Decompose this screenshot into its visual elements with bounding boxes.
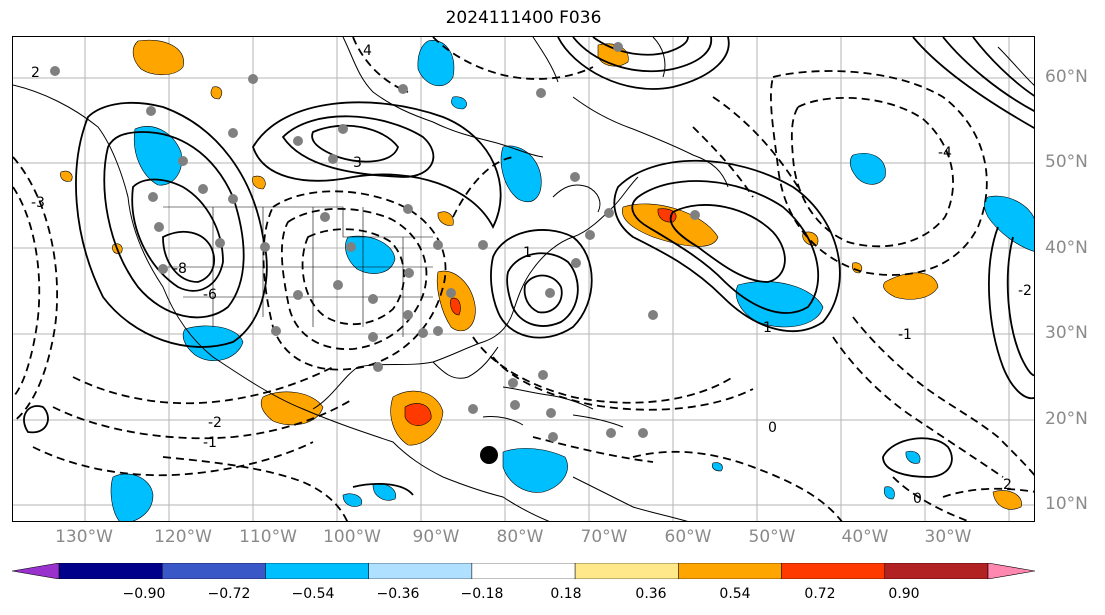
map-title: 2024111400 F036: [445, 8, 602, 28]
colorbar-tick: 0.36: [635, 586, 667, 602]
colorbar-segment: [471, 563, 576, 579]
lon-label: 30°W: [924, 527, 972, 547]
contour-label: 0: [768, 420, 777, 436]
lon-label: 70°W: [580, 527, 628, 547]
map-panel: 4 3 2 1 0 -1 -2 -3 -4 -6 -8 2 1 0 -1 -2: [12, 36, 1035, 522]
lon-label: 130°W: [55, 527, 113, 547]
colorbar-segment: [678, 563, 782, 579]
solid-contours: [23, 37, 1034, 496]
contour-label: -2: [1018, 283, 1032, 299]
contour-label: 2: [31, 65, 40, 81]
lon-label: 90°W: [412, 527, 460, 547]
lat-label: 20°N: [1045, 409, 1088, 429]
contour-label: -6: [203, 287, 217, 303]
contour-label: -2: [208, 415, 222, 431]
contour-label: 2: [1003, 477, 1012, 493]
contour-label: -1: [203, 435, 217, 451]
colorbar-segment: [265, 563, 369, 579]
colorbar-segment: [161, 563, 266, 579]
location-marker[interactable]: [480, 446, 498, 464]
lon-label: 80°W: [496, 527, 544, 547]
contour-label: 1: [763, 320, 772, 336]
colorbar-tick: 0.54: [719, 586, 751, 602]
colorbar-tick: 0.18: [550, 586, 582, 602]
contour-label: -1: [898, 327, 912, 343]
lon-label: 110°W: [239, 527, 297, 547]
contour-label: 0: [913, 491, 922, 507]
colorbar-extend-left: [12, 563, 60, 579]
lat-label: 30°N: [1045, 323, 1088, 343]
lat-label: 10°N: [1045, 494, 1088, 514]
lon-label: 60°W: [664, 527, 712, 547]
dashed-contours: [13, 37, 1034, 521]
lat-label: 40°N: [1045, 238, 1088, 258]
station-dots: [50, 42, 700, 442]
contour-label: -4: [938, 145, 952, 161]
contour-label: -8: [173, 261, 187, 277]
map-canvas: 4 3 2 1 0 -1 -2 -3 -4 -6 -8 2 1 0 -1 -2: [13, 37, 1034, 521]
colorbar-tick: 0.90: [888, 586, 920, 602]
contour-label: 1: [523, 245, 532, 261]
colorbar-tick: −0.90: [122, 586, 166, 602]
colorbar-segment: [884, 563, 989, 579]
colorbar-tick: 0.72: [804, 586, 836, 602]
colorbar-tick: −0.54: [291, 586, 335, 602]
shaded-positive: [60, 39, 1022, 510]
contour-label: -3: [31, 195, 45, 211]
colorbar-tick: −0.18: [460, 586, 504, 602]
contour-label: 4: [363, 43, 372, 59]
colorbar-segment: [574, 563, 679, 579]
colorbar-segment: [368, 563, 473, 579]
colorbar-segment: [58, 563, 163, 579]
lat-label: 50°N: [1045, 152, 1088, 172]
colorbar-tick: −0.36: [376, 586, 420, 602]
lon-label: 100°W: [323, 527, 381, 547]
colorbar-tick: −0.72: [207, 586, 251, 602]
lat-label: 60°N: [1045, 67, 1088, 87]
colorbar: [12, 563, 1035, 579]
contour-label: 3: [353, 155, 362, 171]
lon-label: 40°W: [841, 527, 889, 547]
lon-label: 50°W: [748, 527, 796, 547]
contour-labels: 4 3 2 1 0 -1 -2 -3 -4 -6 -8 2 1 0 -1 -2: [31, 43, 1032, 507]
shaded-negative: [110, 40, 1034, 521]
colorbar-segment: [781, 563, 886, 579]
lon-label: 120°W: [154, 527, 212, 547]
colorbar-extend-right: [987, 563, 1035, 579]
